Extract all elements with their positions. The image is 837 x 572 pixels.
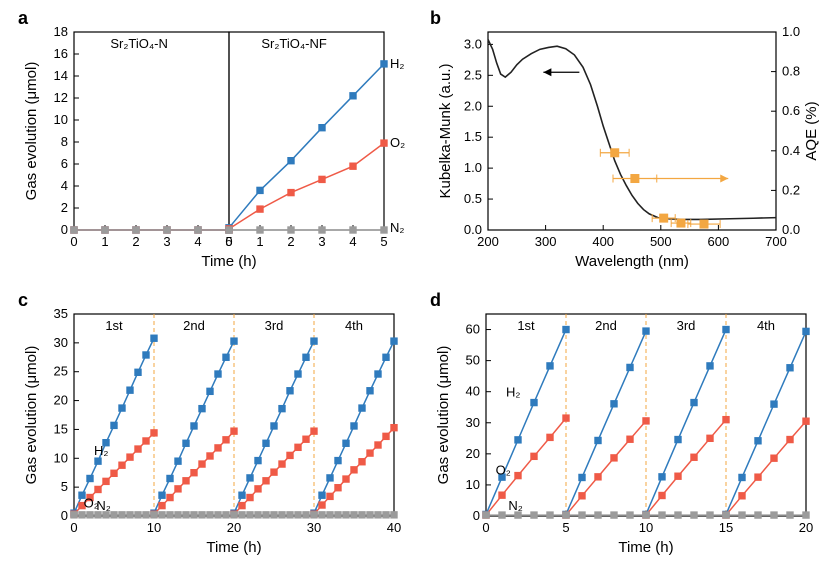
svg-text:0: 0 [482, 520, 489, 535]
svg-text:15: 15 [719, 520, 733, 535]
svg-text:15: 15 [54, 421, 68, 436]
svg-text:0.4: 0.4 [782, 143, 800, 158]
svg-text:2: 2 [287, 234, 294, 249]
svg-text:0: 0 [61, 222, 68, 237]
svg-text:30: 30 [466, 415, 480, 430]
svg-text:3rd: 3rd [265, 318, 284, 333]
svg-text:N₂: N₂ [390, 220, 404, 235]
svg-text:Time (h): Time (h) [206, 539, 261, 556]
svg-text:AQE (%): AQE (%) [803, 101, 820, 160]
svg-text:60: 60 [466, 322, 480, 337]
svg-text:Time (h): Time (h) [618, 539, 673, 556]
svg-text:10: 10 [639, 520, 653, 535]
svg-text:0.2: 0.2 [782, 182, 800, 197]
svg-text:1st: 1st [105, 318, 123, 333]
svg-text:H₂: H₂ [94, 443, 108, 458]
svg-text:5: 5 [562, 520, 569, 535]
svg-text:0.6: 0.6 [782, 103, 800, 118]
svg-text:10: 10 [147, 520, 161, 535]
svg-text:40: 40 [387, 520, 401, 535]
svg-text:2nd: 2nd [595, 318, 617, 333]
svg-text:5: 5 [380, 234, 387, 249]
svg-text:20: 20 [54, 393, 68, 408]
svg-text:10: 10 [466, 477, 480, 492]
svg-text:N₂: N₂ [508, 498, 522, 513]
svg-text:Wavelength (nm): Wavelength (nm) [575, 253, 689, 270]
svg-text:3: 3 [163, 234, 170, 249]
svg-text:H₂: H₂ [506, 385, 520, 400]
svg-text:0.0: 0.0 [782, 222, 800, 237]
svg-text:4th: 4th [345, 318, 363, 333]
svg-text:2nd: 2nd [183, 318, 205, 333]
panel-b-chart: 2003004005006007000.00.51.01.52.02.53.00… [430, 14, 830, 274]
svg-text:12: 12 [54, 90, 68, 105]
svg-text:0: 0 [225, 234, 232, 249]
svg-text:35: 35 [54, 306, 68, 321]
svg-text:0: 0 [70, 234, 77, 249]
svg-text:18: 18 [54, 24, 68, 39]
svg-text:H₂: H₂ [390, 56, 404, 71]
svg-text:1: 1 [256, 234, 263, 249]
svg-text:50: 50 [466, 353, 480, 368]
svg-text:16: 16 [54, 46, 68, 61]
svg-text:0: 0 [61, 508, 68, 523]
svg-text:Kubelka-Munk (a.u.): Kubelka-Munk (a.u.) [437, 63, 454, 198]
svg-text:4: 4 [194, 234, 201, 249]
svg-text:500: 500 [650, 234, 672, 249]
svg-text:1st: 1st [517, 318, 535, 333]
svg-text:40: 40 [466, 384, 480, 399]
svg-text:20: 20 [227, 520, 241, 535]
svg-text:10: 10 [54, 450, 68, 465]
svg-text:O₂: O₂ [390, 135, 405, 150]
svg-text:14: 14 [54, 68, 68, 83]
svg-text:N₂: N₂ [96, 498, 110, 513]
svg-text:30: 30 [54, 335, 68, 350]
panel-c-chart: 010203040051015202530351st2nd3rd4thH₂O₂N… [18, 296, 418, 564]
svg-text:Time (h): Time (h) [201, 253, 256, 270]
svg-text:4th: 4th [757, 318, 775, 333]
svg-text:300: 300 [535, 234, 557, 249]
svg-text:3.0: 3.0 [464, 36, 482, 51]
svg-text:8: 8 [61, 134, 68, 149]
panel-a-chart: 012345024681012141618012345Sr₂TiO₄-NSr₂T… [18, 14, 418, 274]
svg-text:0: 0 [70, 520, 77, 535]
svg-text:5: 5 [61, 479, 68, 494]
svg-text:20: 20 [466, 446, 480, 461]
svg-text:600: 600 [708, 234, 730, 249]
svg-text:Sr₂TiO₄-N: Sr₂TiO₄-N [110, 36, 168, 51]
svg-text:1.5: 1.5 [464, 129, 482, 144]
svg-text:2.5: 2.5 [464, 67, 482, 82]
svg-text:2: 2 [132, 234, 139, 249]
svg-text:10: 10 [54, 112, 68, 127]
svg-text:Gas evolution (μmol): Gas evolution (μmol) [23, 346, 40, 485]
svg-text:3rd: 3rd [677, 318, 696, 333]
svg-text:0.0: 0.0 [464, 222, 482, 237]
svg-text:Gas evolution (μmol): Gas evolution (μmol) [435, 346, 452, 485]
svg-text:0.5: 0.5 [464, 191, 482, 206]
svg-text:1.0: 1.0 [464, 160, 482, 175]
svg-text:0: 0 [473, 508, 480, 523]
panel-d-chart: 0 5 10 15 20 0 10 20 30 40 50 60 1st 2nd 3rd 4th H₂ O₂ N₂ T… [430, 296, 830, 564]
svg-text:2.0: 2.0 [464, 98, 482, 113]
svg-text:4: 4 [61, 178, 68, 193]
svg-text:400: 400 [592, 234, 614, 249]
svg-text:1: 1 [101, 234, 108, 249]
svg-text:0.8: 0.8 [782, 64, 800, 79]
svg-text:25: 25 [54, 364, 68, 379]
svg-text:O₂: O₂ [496, 462, 511, 477]
svg-text:6: 6 [61, 156, 68, 171]
svg-text:3: 3 [318, 234, 325, 249]
svg-text:1.0: 1.0 [782, 24, 800, 39]
svg-text:Sr₂TiO₄-NF: Sr₂TiO₄-NF [261, 36, 327, 51]
svg-text:30: 30 [307, 520, 321, 535]
svg-text:Gas evolution (μmol): Gas evolution (μmol) [23, 62, 40, 201]
svg-text:4: 4 [349, 234, 356, 249]
svg-text:2: 2 [61, 200, 68, 215]
svg-text:20: 20 [799, 520, 813, 535]
